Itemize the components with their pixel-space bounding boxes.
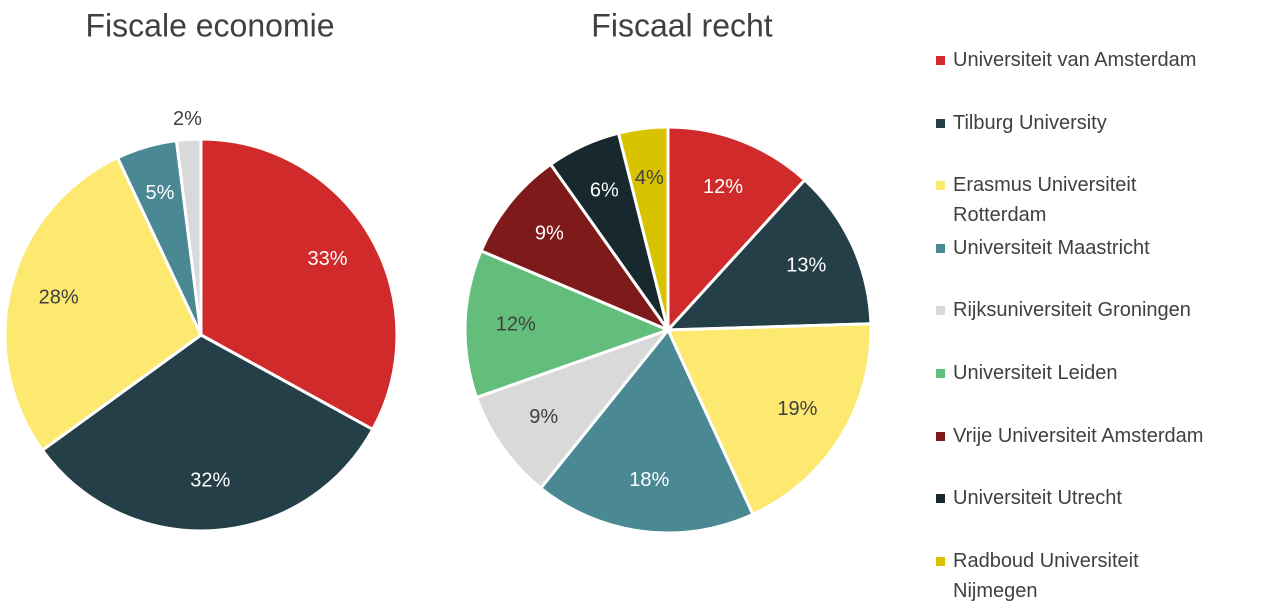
pie-slice	[3, 155, 203, 453]
data-label-unit: %	[809, 255, 827, 277]
data-label: 2%	[173, 108, 202, 130]
data-label-unit: %	[601, 180, 619, 202]
data-label-value: 32	[190, 470, 212, 492]
data-label-value: 33	[308, 248, 330, 270]
data-label-unit: %	[725, 176, 743, 198]
data-label: 33%	[308, 248, 348, 270]
legend-label: Universiteit Leiden	[953, 362, 1118, 384]
legend-label: Vrije Universiteit Amsterdam	[953, 424, 1204, 447]
legend-label: Radboud Universiteit Nijmegen	[953, 549, 1139, 602]
pie-slice	[199, 137, 399, 432]
data-label: 18%	[629, 469, 669, 491]
data-label-unit: %	[330, 248, 348, 270]
pie-slice	[479, 162, 673, 334]
data-label-value: 13	[786, 255, 808, 277]
legend-swatch	[936, 494, 945, 504]
legend-label: Erasmus Universiteit Rotterdam	[953, 174, 1137, 227]
data-label-value: 19	[777, 398, 799, 420]
data-label-unit: %	[646, 167, 664, 189]
data-label-value: 5	[146, 182, 157, 204]
pie-slice	[664, 177, 873, 332]
pie-slice	[40, 333, 375, 533]
pie-slice	[616, 125, 670, 331]
data-label: 32%	[190, 470, 230, 492]
pie-slice	[174, 137, 203, 336]
data-label-value: 9	[529, 406, 540, 428]
chart-title: Fiscaal recht	[591, 7, 773, 43]
legend-swatch	[936, 118, 945, 128]
data-label-value: 12	[703, 176, 725, 198]
data-label-unit: %	[518, 314, 536, 336]
legend-label: Universiteit van Amsterdam	[953, 49, 1197, 71]
legend-label: Universiteit Utrecht	[953, 487, 1122, 510]
data-label-value: 6	[590, 180, 601, 202]
data-label: 19%	[777, 398, 817, 420]
data-label: 12%	[496, 314, 536, 336]
data-label-unit: %	[652, 469, 670, 491]
data-label-value: 9	[535, 223, 546, 245]
legend-swatch	[936, 556, 945, 566]
data-label: 13%	[786, 255, 826, 277]
data-label: 9%	[529, 406, 558, 428]
pie-slice	[665, 322, 873, 517]
data-label-unit: %	[184, 108, 202, 130]
legend-item: Universiteit Utrecht	[936, 483, 1122, 513]
data-label-value: 2	[173, 108, 184, 130]
legend-label: Tilburg University	[953, 111, 1107, 134]
legend-item: Universiteit Leiden	[936, 358, 1118, 388]
data-label-unit: %	[540, 406, 558, 428]
data-label-unit: %	[800, 398, 818, 420]
legend-item: Vrije Universiteit Amsterdam	[936, 421, 1203, 451]
legend-item: Radboud Universiteit Nijmegen	[936, 546, 1183, 602]
pie-slice	[463, 248, 673, 400]
chart-title: Fiscale economie	[86, 7, 335, 43]
data-label-value: 4	[635, 167, 646, 189]
data-label-unit: %	[157, 182, 175, 204]
data-label: 9%	[535, 223, 564, 245]
data-label-unit: %	[212, 470, 230, 492]
data-label-value: 12	[496, 314, 518, 336]
legend-swatch	[936, 306, 945, 316]
data-label: 12%	[703, 176, 743, 198]
legend-label: Universiteit Maastricht	[953, 236, 1150, 259]
data-label: 28%	[39, 287, 79, 309]
legend-swatch	[936, 369, 945, 378]
legend-item: Universiteit Maastricht	[936, 233, 1150, 263]
data-label: 6%	[590, 180, 619, 202]
legend-swatch	[936, 56, 945, 65]
legend-item: Erasmus Universiteit Rotterdam	[936, 170, 1183, 230]
pie-slice	[538, 327, 755, 535]
legend-label: Rijksuniversiteit Groningen	[953, 299, 1191, 322]
legend-swatch	[936, 431, 945, 441]
data-label: 4%	[635, 167, 664, 189]
legend-swatch	[936, 243, 945, 253]
data-label-value: 28	[39, 287, 61, 309]
legend-item: Rijksuniversiteit Groningen	[936, 295, 1191, 325]
data-label-unit: %	[61, 287, 79, 309]
data-label-unit: %	[546, 223, 564, 245]
legend-item: Tilburg University	[936, 108, 1107, 138]
pie-slice	[666, 125, 807, 334]
pie-slice	[474, 326, 673, 491]
legend-swatch	[936, 181, 945, 191]
data-label: 5%	[146, 182, 175, 204]
legend-item: Universiteit van Amsterdam	[936, 45, 1196, 75]
data-label-value: 18	[629, 469, 651, 491]
